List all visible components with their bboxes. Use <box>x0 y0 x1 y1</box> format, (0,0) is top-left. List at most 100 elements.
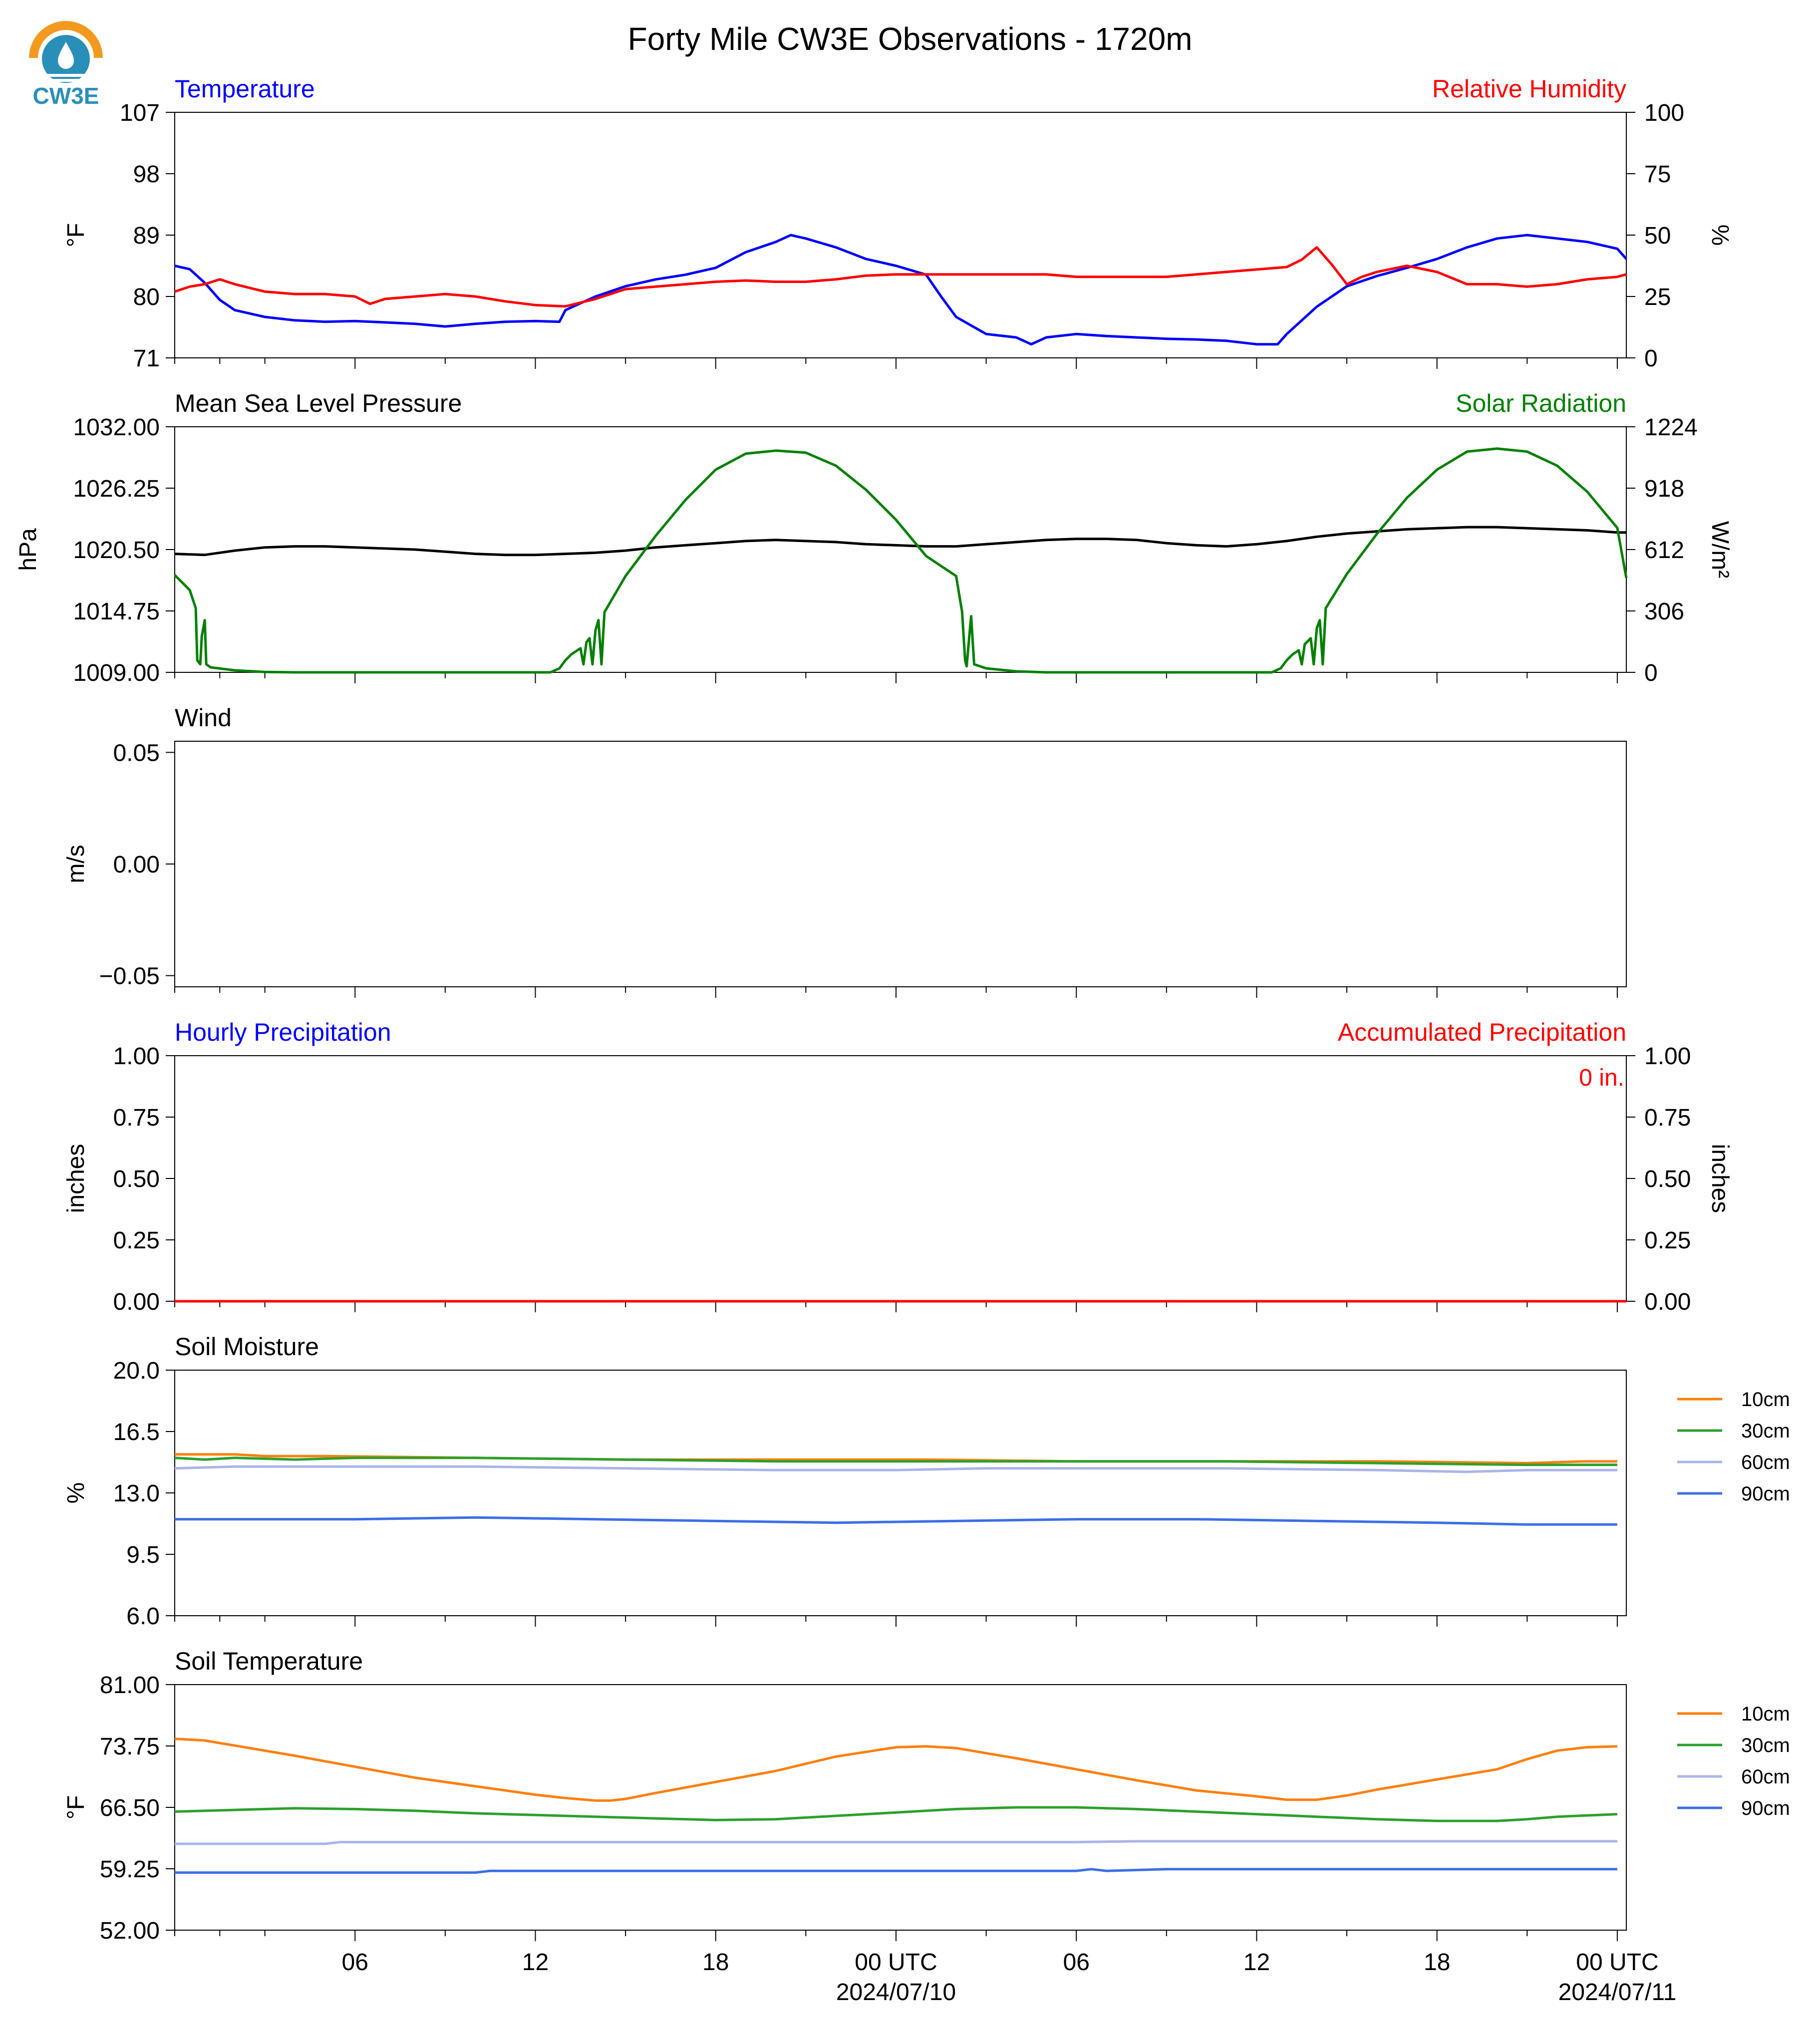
y-tick-label-left: 20.0 <box>113 1358 160 1384</box>
y-axis-label-left: hPa <box>15 528 41 571</box>
y-tick-label-right: 0 <box>1644 660 1658 686</box>
plot-frame <box>174 1684 1627 1931</box>
y-tick-label-left: 1026.25 <box>73 476 160 502</box>
y-tick-label-left: 1009.00 <box>73 660 160 686</box>
series-line-right <box>174 246 1627 308</box>
logo-sun-icon <box>29 21 103 58</box>
legend-label-10cm: 10cm <box>1741 1389 1790 1411</box>
series-line-right <box>174 447 1628 674</box>
x-tick-label: 06 <box>342 1949 368 1976</box>
y-axis-label-right: inches <box>1707 1144 1733 1213</box>
series-line-left <box>174 526 1626 557</box>
y-tick-label-left: 66.50 <box>100 1795 160 1821</box>
panel-soil_temperature: Soil Temperature 81.00 73.75 66.50 59.25 52.0… <box>63 1647 1790 2006</box>
panel-temp_rh: Temperature Relative Humidity 107 98 89 80 71 °… <box>63 75 1733 372</box>
y-tick-label-left: 1032.00 <box>73 414 160 441</box>
panel-title-right: Accumulated Precipitation <box>1338 1018 1626 1046</box>
logo-droplet-icon <box>58 42 74 69</box>
series-line-left <box>174 234 1627 346</box>
y-tick-label-left: 0.25 <box>113 1227 160 1254</box>
y-axis-label-right: W/m² <box>1707 521 1733 579</box>
legend-label-10cm: 10cm <box>1741 1703 1790 1725</box>
y-tick-label-right: 918 <box>1644 476 1684 502</box>
y-tick-label-left: 107 <box>120 100 160 126</box>
x-tick-label: 12 <box>1243 1949 1270 1976</box>
panel-title-left: Soil Moisture <box>175 1333 319 1361</box>
x-tick-label: 18 <box>1424 1949 1450 1976</box>
panel-title-left: Wind <box>175 704 232 732</box>
panel-title-left: Mean Sea Level Pressure <box>175 389 462 417</box>
y-tick-label-right: 0.25 <box>1644 1227 1691 1254</box>
panel-precip: Hourly Precipitation Accumulated Precipit… <box>63 1018 1733 1315</box>
series-line-30cm <box>174 1806 1618 1822</box>
y-axis-label-right: % <box>1707 225 1733 246</box>
y-tick-label-right: 0.00 <box>1644 1289 1691 1315</box>
panel-title-left: Soil Temperature <box>175 1647 363 1675</box>
y-tick-label-right: 0.75 <box>1644 1105 1691 1131</box>
plot-frame <box>174 1055 1627 1302</box>
y-tick-label-left: 0.75 <box>113 1105 160 1131</box>
y-tick-label-right: 50 <box>1644 223 1671 249</box>
logo-text: CW3E <box>33 83 99 108</box>
y-tick-label-right: 100 <box>1644 100 1684 126</box>
x-tick-label: 18 <box>702 1949 729 1976</box>
y-tick-label-left: 98 <box>133 161 160 188</box>
panel-title-right: Solar Radiation <box>1456 389 1626 417</box>
y-axis-label-left: °F <box>63 223 89 248</box>
legend-label-30cm: 30cm <box>1741 1735 1790 1756</box>
plot-frame <box>174 741 1627 987</box>
series-line-60cm <box>175 1840 1617 1845</box>
panel-wind: Wind 0.05 0.00 −0.05 m/s <box>63 704 1627 998</box>
series-line-30cm <box>174 1456 1617 1466</box>
y-tick-label-right: 1224 <box>1644 414 1698 441</box>
y-tick-label-left: 6.0 <box>126 1603 160 1630</box>
y-tick-label-left: 16.5 <box>113 1419 160 1446</box>
x-tick-label: 06 <box>1063 1949 1090 1976</box>
y-tick-label-left: 59.25 <box>100 1856 160 1883</box>
page-title: Forty Mile CW3E Observations - 1720m <box>628 21 1193 57</box>
y-tick-label-left: 81.00 <box>100 1672 160 1699</box>
panel-title-right: Relative Humidity <box>1432 75 1626 103</box>
x-tick-label: 00 UTC <box>855 1949 937 1976</box>
y-axis-label-left: % <box>63 1482 89 1504</box>
y-tick-label-left: 0.00 <box>113 1289 160 1315</box>
y-tick-label-left: 1.00 <box>113 1043 160 1070</box>
series-line-60cm <box>174 1465 1617 1473</box>
y-tick-label-right: 0 <box>1644 345 1658 372</box>
y-axis-label-left: °F <box>63 1795 89 1820</box>
y-tick-label-left: −0.05 <box>99 963 160 990</box>
y-tick-label-left: 0.05 <box>113 740 160 766</box>
y-tick-label-left: 80 <box>133 284 160 310</box>
y-tick-label-left: 13.0 <box>113 1480 160 1507</box>
y-tick-label-right: 25 <box>1644 284 1671 310</box>
y-tick-label-left: 1020.50 <box>73 537 160 564</box>
legend-label-90cm: 90cm <box>1741 1483 1790 1505</box>
legend-label-60cm: 60cm <box>1741 1451 1790 1473</box>
y-tick-label-right: 1.00 <box>1644 1043 1691 1070</box>
panel-pressure_solar: Mean Sea Level Pressure Solar Radiation 10… <box>15 389 1733 686</box>
panel-soil_moisture: Soil Moisture 20.0 16.5 13.0 9.5 6.0% 10cm 30cm… <box>63 1333 1790 1630</box>
y-tick-label-right: 0.50 <box>1644 1166 1691 1192</box>
y-tick-label-right: 306 <box>1644 598 1684 625</box>
y-tick-label-left: 9.5 <box>126 1542 160 1568</box>
legend-label-60cm: 60cm <box>1741 1766 1790 1788</box>
panel-title-left: Hourly Precipitation <box>175 1018 391 1046</box>
x-date-label: 2024/07/10 <box>836 1979 956 2006</box>
y-tick-label-left: 71 <box>133 345 160 372</box>
y-tick-label-left: 52.00 <box>100 1918 160 1944</box>
series-line-90cm <box>175 1868 1617 1874</box>
y-tick-label-right: 612 <box>1644 537 1684 564</box>
y-axis-label-left: inches <box>63 1144 89 1213</box>
plot-frame <box>174 1370 1627 1616</box>
y-tick-label-right: 75 <box>1644 161 1671 188</box>
y-tick-label-left: 1014.75 <box>73 598 160 625</box>
panel-title-left: Temperature <box>175 75 315 103</box>
series-line-10cm <box>174 1738 1617 1802</box>
x-tick-label: 12 <box>522 1949 549 1976</box>
cw3e-logo: CW3E <box>26 18 106 109</box>
y-tick-label-left: 0.50 <box>113 1166 160 1192</box>
y-tick-label-left: 89 <box>133 223 160 249</box>
plot-frame <box>174 112 1627 358</box>
legend-label-30cm: 30cm <box>1741 1420 1790 1442</box>
